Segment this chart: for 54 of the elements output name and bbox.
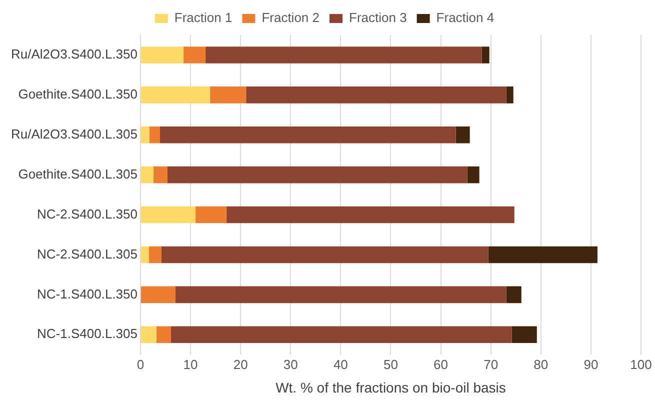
legend-label: Fraction 2 xyxy=(262,10,320,26)
bar xyxy=(467,166,480,184)
legend-label: Fraction 1 xyxy=(174,10,232,26)
bar xyxy=(171,326,512,344)
y-tick-label: NC-1.S400.L.350 xyxy=(37,286,138,302)
bar xyxy=(488,246,598,264)
x-tick-label: 0 xyxy=(136,356,144,372)
legend-label: Fraction 3 xyxy=(349,10,407,26)
bar xyxy=(506,286,522,304)
bar xyxy=(176,286,506,304)
bar xyxy=(206,46,482,64)
x-tick-label: 10 xyxy=(183,356,198,372)
bar xyxy=(140,46,184,64)
x-tick-label: 70 xyxy=(484,356,498,372)
bar xyxy=(210,86,246,104)
bar xyxy=(153,166,168,184)
bar xyxy=(160,126,456,144)
y-tick-label: NC-1.S400.L.305 xyxy=(37,326,138,342)
bar xyxy=(148,246,162,264)
bar xyxy=(196,206,227,224)
bar xyxy=(140,326,156,344)
y-tick-label: Goethite.S400.L.350 xyxy=(18,86,138,102)
y-tick-label: Goethite.S400.L.305 xyxy=(18,166,138,182)
bar xyxy=(506,86,514,104)
y-tick-label: NC-2.S400.L.350 xyxy=(37,206,138,222)
x-tick-label: 50 xyxy=(384,356,398,372)
bar xyxy=(149,126,160,144)
x-tick-label: 80 xyxy=(534,356,548,372)
x-tick-label: 40 xyxy=(333,356,348,372)
bar xyxy=(156,326,172,344)
y-tick-label: NC-2.S400.L.305 xyxy=(37,246,138,262)
bar xyxy=(140,166,154,184)
bar xyxy=(140,206,196,224)
bar xyxy=(512,326,537,344)
bar xyxy=(246,86,506,104)
bar xyxy=(168,166,468,184)
bar xyxy=(482,46,490,64)
x-tick-label: 100 xyxy=(630,356,652,372)
x-axis-title: Wt. % of the fractions on bio-oil basis xyxy=(276,379,506,396)
bar xyxy=(140,86,210,104)
x-tick-label: 20 xyxy=(233,356,248,372)
bar xyxy=(140,286,176,304)
y-tick-label: Ru/Al2O3.S400.L.305 xyxy=(10,126,138,142)
bar xyxy=(226,206,514,224)
legend-label: Fraction 4 xyxy=(436,10,494,26)
bar xyxy=(162,246,488,264)
bar xyxy=(140,246,149,264)
x-tick-label: 30 xyxy=(283,356,298,372)
bar xyxy=(184,46,206,64)
x-tick-label: 90 xyxy=(584,356,598,372)
bar xyxy=(456,126,470,144)
x-tick-label: 60 xyxy=(434,356,448,372)
y-tick-label: Ru/Al2O3.S400.L.350 xyxy=(10,46,138,62)
bar xyxy=(140,126,150,144)
